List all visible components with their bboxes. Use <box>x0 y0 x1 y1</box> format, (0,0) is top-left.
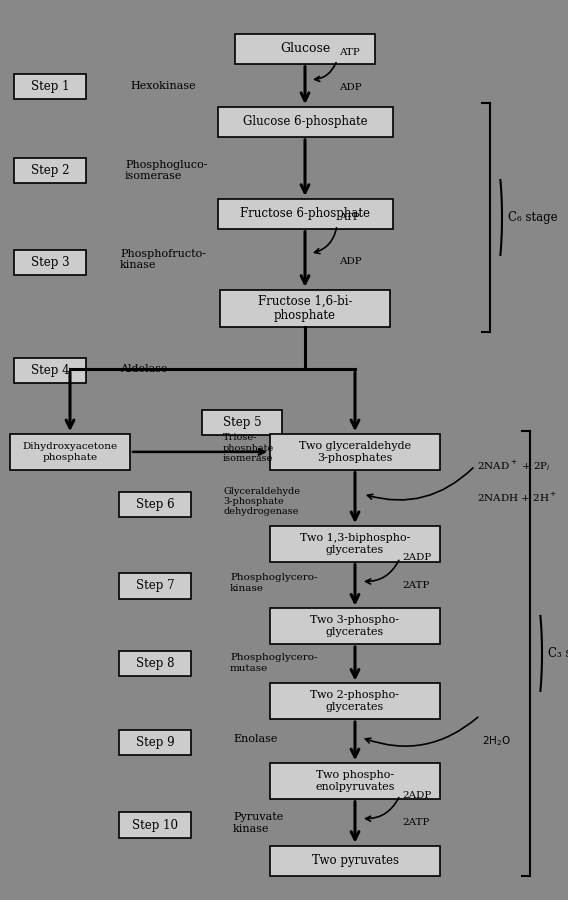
Text: ATP: ATP <box>339 213 360 222</box>
FancyBboxPatch shape <box>270 526 440 562</box>
Text: Two 1,3-biphospho-
glycerates: Two 1,3-biphospho- glycerates <box>300 533 410 554</box>
Text: Step 1: Step 1 <box>31 80 69 93</box>
FancyBboxPatch shape <box>14 74 86 99</box>
Text: Triose-
phosphate
isomerase: Triose- phosphate isomerase <box>223 433 274 463</box>
Text: Step 6: Step 6 <box>136 498 174 511</box>
Text: 2ATP: 2ATP <box>402 580 429 590</box>
Text: C₆ stage: C₆ stage <box>508 211 558 224</box>
Text: Step 4: Step 4 <box>31 364 69 377</box>
Text: Enolase: Enolase <box>233 734 277 743</box>
FancyBboxPatch shape <box>270 763 440 799</box>
Text: Two 3-phospho-
glycerates: Two 3-phospho- glycerates <box>311 616 399 637</box>
FancyBboxPatch shape <box>10 434 130 470</box>
FancyBboxPatch shape <box>119 730 191 755</box>
Text: Glucose: Glucose <box>280 42 330 55</box>
Text: Two pyruvates: Two pyruvates <box>311 854 399 867</box>
Text: C₃ stage: C₃ stage <box>548 647 568 660</box>
Text: Two phospho-
enolpyruvates: Two phospho- enolpyruvates <box>315 770 395 792</box>
Text: Pyruvate
kinase: Pyruvate kinase <box>233 813 283 834</box>
Text: Glucose 6-phosphate: Glucose 6-phosphate <box>243 115 367 129</box>
Text: 2NAD$^+$ + 2P$_i$: 2NAD$^+$ + 2P$_i$ <box>477 458 551 473</box>
Text: Glyceraldehyde
3-phosphate
dehydrogenase: Glyceraldehyde 3-phosphate dehydrogenase <box>223 487 300 517</box>
FancyBboxPatch shape <box>220 290 390 328</box>
FancyBboxPatch shape <box>270 608 440 644</box>
Text: Fructose 1,6-bi-
phosphate: Fructose 1,6-bi- phosphate <box>258 294 352 322</box>
Text: 2H$_2$O: 2H$_2$O <box>482 734 511 748</box>
FancyBboxPatch shape <box>270 683 440 719</box>
Text: 2NADH + 2H$^+$: 2NADH + 2H$^+$ <box>477 491 557 504</box>
Text: Step 3: Step 3 <box>31 256 69 269</box>
Text: Step 10: Step 10 <box>132 818 178 832</box>
FancyBboxPatch shape <box>235 33 375 64</box>
Text: Step 5: Step 5 <box>223 417 261 429</box>
FancyBboxPatch shape <box>14 250 86 275</box>
Text: Two glyceraldehyde
3-phosphates: Two glyceraldehyde 3-phosphates <box>299 441 411 463</box>
Text: Phosphoglycero-
kinase: Phosphoglycero- kinase <box>230 573 318 593</box>
Text: 2ADP: 2ADP <box>402 554 431 562</box>
Text: Step 9: Step 9 <box>136 736 174 749</box>
FancyBboxPatch shape <box>218 107 392 137</box>
Text: Fructose 6-phosphate: Fructose 6-phosphate <box>240 207 370 220</box>
FancyBboxPatch shape <box>218 199 392 229</box>
Text: ATP: ATP <box>339 49 360 58</box>
Text: 2ADP: 2ADP <box>402 790 431 799</box>
Text: Phosphoglycero-
mutase: Phosphoglycero- mutase <box>230 653 318 672</box>
Text: Dihydroxyacetone
phosphate: Dihydroxyacetone phosphate <box>23 442 118 462</box>
Text: Hexokinase: Hexokinase <box>130 81 195 91</box>
FancyBboxPatch shape <box>119 813 191 838</box>
FancyBboxPatch shape <box>119 651 191 677</box>
FancyBboxPatch shape <box>119 573 191 598</box>
Text: Step 7: Step 7 <box>136 580 174 592</box>
Text: Phosphogluco-
isomerase: Phosphogluco- isomerase <box>125 160 207 182</box>
Text: Two 2-phospho-
glycerates: Two 2-phospho- glycerates <box>311 690 399 712</box>
Text: Aldolase: Aldolase <box>120 364 168 374</box>
FancyBboxPatch shape <box>202 410 282 436</box>
FancyBboxPatch shape <box>270 846 440 876</box>
Text: ADP: ADP <box>339 257 362 266</box>
FancyBboxPatch shape <box>119 491 191 517</box>
Text: Step 8: Step 8 <box>136 657 174 670</box>
Text: Step 2: Step 2 <box>31 164 69 177</box>
Text: 2ATP: 2ATP <box>402 818 429 827</box>
FancyBboxPatch shape <box>270 434 440 470</box>
Text: Phosphofructo-
kinase: Phosphofructo- kinase <box>120 249 206 271</box>
Text: ADP: ADP <box>339 84 362 93</box>
FancyBboxPatch shape <box>14 357 86 383</box>
FancyBboxPatch shape <box>14 158 86 184</box>
